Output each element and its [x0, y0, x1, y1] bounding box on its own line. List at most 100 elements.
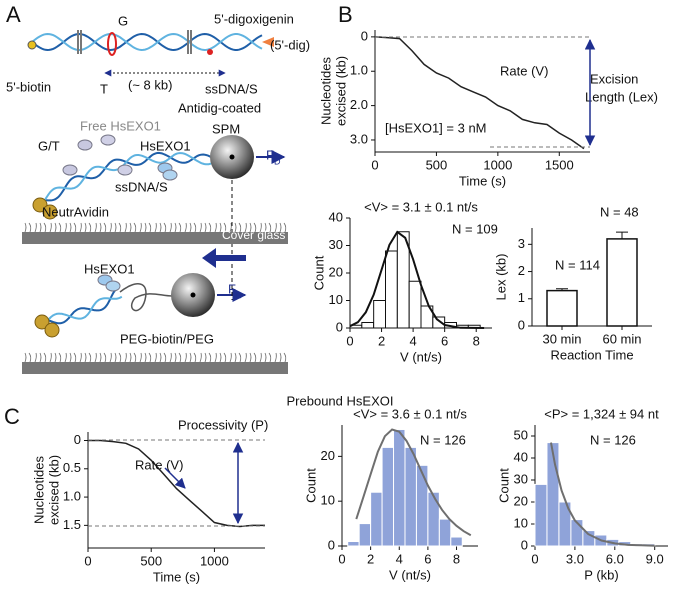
y-tick-label: 0	[328, 537, 335, 552]
peg	[204, 222, 207, 233]
peg	[49, 222, 52, 233]
peg	[159, 222, 162, 233]
annotation: N = 114	[555, 257, 600, 272]
annotation: N = 48	[600, 204, 639, 219]
label: Free HsEXO1	[80, 118, 161, 133]
panel-label: C	[4, 404, 20, 429]
x-tick-label: 0	[371, 157, 378, 172]
y-tick-label: 0	[518, 317, 525, 332]
label: HsEXO1	[140, 138, 191, 153]
enzyme	[77, 139, 93, 151]
peg	[268, 352, 272, 363]
peg	[94, 352, 97, 363]
peg	[58, 222, 62, 233]
dna-strand	[31, 32, 263, 52]
y-tick-label: 20	[321, 448, 335, 463]
dig	[262, 37, 274, 47]
panel-label: A	[6, 2, 21, 27]
x-tick-label: 9.0	[646, 551, 664, 566]
peg	[259, 352, 262, 363]
x-tick-label: 0	[338, 551, 345, 566]
x-tick-label: 500	[140, 553, 162, 568]
peg	[148, 222, 152, 233]
nick	[207, 49, 213, 55]
hist-bar	[396, 231, 410, 329]
peg	[244, 352, 247, 363]
y-axis-label: excised (kb)	[333, 56, 348, 126]
hist-bar	[373, 300, 386, 329]
peg	[69, 222, 72, 233]
y-tick-label: 50	[514, 427, 528, 442]
move-arrow	[202, 248, 246, 268]
x-tick-label: 1000	[483, 157, 512, 172]
y-tick-label: 30	[329, 237, 343, 252]
peg	[118, 352, 122, 363]
y-axis-label: excised (kb)	[46, 455, 61, 525]
hist-bar	[450, 536, 463, 547]
hist-bar	[361, 322, 375, 329]
peg	[249, 352, 252, 363]
peg	[133, 222, 137, 233]
x-tick-label: 1500	[545, 157, 574, 172]
peg	[139, 352, 142, 363]
peg	[283, 352, 287, 363]
annotation: Processivity (P)	[178, 417, 268, 432]
y-tick-label: 10	[321, 493, 335, 508]
peg	[79, 222, 82, 233]
hist-bar	[381, 446, 395, 547]
peg	[139, 222, 142, 233]
peg	[43, 222, 47, 233]
chart-title: <V> = 3.1 ± 0.1 nt/s	[364, 199, 478, 214]
panel-title: Prebound HsEXOI	[287, 393, 394, 408]
peg	[184, 352, 187, 363]
y-axis-label: Count	[496, 468, 511, 503]
diagram	[22, 30, 288, 374]
trace	[374, 36, 585, 150]
dna-strand	[47, 295, 123, 321]
y-tick-label: 40	[329, 209, 343, 224]
peg	[124, 352, 127, 363]
dna-strand	[31, 32, 263, 52]
fit-curve	[349, 230, 485, 329]
error-bar	[616, 231, 628, 239]
peg	[24, 352, 27, 363]
peg	[229, 352, 232, 363]
peg	[88, 352, 92, 363]
hist-bar	[408, 280, 422, 329]
peg	[279, 352, 282, 363]
peg	[193, 352, 197, 363]
peg	[58, 352, 62, 363]
enzyme	[117, 164, 133, 176]
bead-center	[190, 292, 196, 298]
peg	[34, 222, 37, 233]
peg	[43, 352, 47, 363]
peg	[279, 222, 282, 233]
hist-bar	[582, 530, 596, 547]
peg	[189, 222, 192, 233]
y-tick-label: 10	[514, 515, 528, 530]
peg	[118, 222, 122, 233]
y-tick-label: 0	[74, 432, 81, 447]
annotation: N = 109	[452, 221, 498, 236]
y-tick-label: 2	[518, 263, 525, 278]
peg	[238, 222, 242, 233]
peg	[124, 222, 127, 233]
x-axis-label: V (nt/s)	[389, 567, 431, 582]
peg	[169, 222, 172, 233]
peg	[129, 352, 132, 363]
peg	[64, 352, 67, 363]
peg	[159, 352, 162, 363]
peg	[189, 352, 192, 363]
peg	[109, 352, 112, 363]
y-tick-label: 0.5	[63, 460, 81, 475]
neutravidin	[42, 204, 58, 220]
peg	[219, 222, 222, 233]
peg	[208, 352, 212, 363]
peg	[24, 222, 27, 233]
peg	[154, 352, 157, 363]
peg	[259, 222, 262, 233]
peg	[219, 352, 222, 363]
rate-arrow	[164, 467, 186, 489]
biotin	[27, 40, 37, 50]
peg	[244, 222, 247, 233]
